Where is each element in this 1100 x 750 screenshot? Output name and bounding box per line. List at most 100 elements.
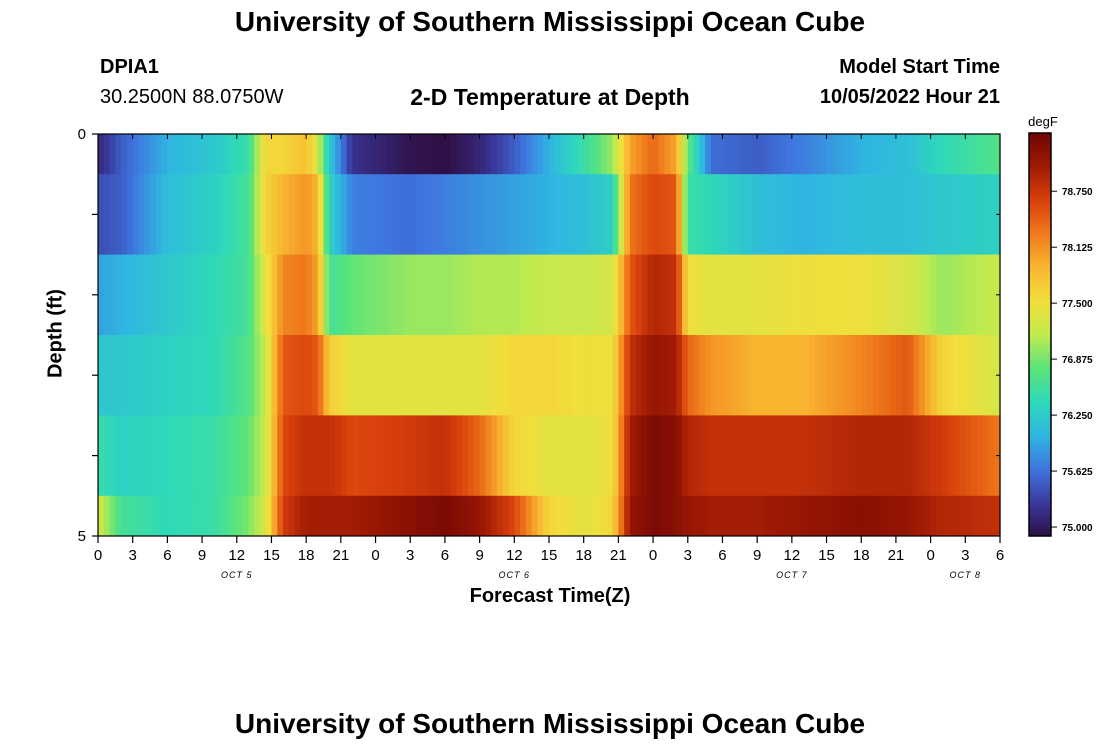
heatmap-cell xyxy=(427,174,434,255)
heatmap-cell xyxy=(202,134,209,175)
heatmap-cell xyxy=(589,495,596,537)
heatmap-cell xyxy=(826,415,833,497)
heatmap-cell xyxy=(323,134,330,175)
heatmap-cell xyxy=(126,174,134,255)
heatmap-cell xyxy=(572,415,579,497)
heatmap-cell xyxy=(872,415,880,497)
heatmap-cell xyxy=(774,174,781,255)
heatmap-cell xyxy=(358,174,365,255)
heatmap-cell xyxy=(624,174,631,255)
heatmap-cell xyxy=(456,415,463,497)
x-tick-label: 18 xyxy=(853,547,870,564)
heatmap-cell xyxy=(352,415,359,497)
heatmap-cell xyxy=(739,254,747,336)
heatmap-cell xyxy=(311,134,319,175)
heatmap-cell xyxy=(560,495,567,537)
heatmap-cell xyxy=(566,415,573,497)
heatmap-cell xyxy=(907,335,914,416)
heatmap-cell xyxy=(710,134,718,175)
y-axis-ticks: 05 xyxy=(78,126,1000,545)
heatmap-cell xyxy=(277,495,284,537)
heatmap-cell xyxy=(375,254,382,336)
heatmap-cell xyxy=(485,134,492,175)
heatmap-cell xyxy=(982,134,990,175)
heatmap-cell xyxy=(924,134,932,175)
heatmap-cell xyxy=(525,254,533,336)
heatmap-cell xyxy=(734,254,741,336)
heatmap-cell xyxy=(167,134,174,175)
heatmap-cell xyxy=(242,495,249,537)
heatmap-cell xyxy=(219,174,226,255)
heatmap-cell xyxy=(121,335,128,416)
heatmap-cell xyxy=(687,495,695,537)
heatmap-cell xyxy=(566,174,573,255)
heatmap-cell xyxy=(606,134,614,175)
heatmap-cell xyxy=(855,134,862,175)
x-tick-label: 3 xyxy=(406,547,414,564)
heatmap-cell xyxy=(791,335,799,416)
heatmap-cell xyxy=(930,495,937,537)
heatmap-cell xyxy=(878,495,885,537)
heatmap-cell xyxy=(739,134,747,175)
heatmap-cell xyxy=(878,254,885,336)
heatmap-cell xyxy=(317,254,325,336)
heatmap-cell xyxy=(658,495,666,537)
heatmap-cell xyxy=(491,174,498,255)
heatmap-cell xyxy=(398,335,406,416)
heatmap-cell xyxy=(479,335,486,416)
heatmap-cell xyxy=(398,415,406,497)
heatmap-cell xyxy=(381,134,388,175)
heatmap-cell xyxy=(762,254,770,336)
heatmap-cell xyxy=(635,415,643,497)
heatmap-cell xyxy=(254,335,261,416)
heatmap-cell xyxy=(369,134,377,175)
heatmap-cell xyxy=(867,174,874,255)
x-tick-label: 9 xyxy=(753,547,761,564)
heatmap-cell xyxy=(774,335,781,416)
heatmap-cell xyxy=(838,335,845,416)
heatmap-cell xyxy=(658,415,666,497)
heatmap-cell xyxy=(901,335,909,416)
heatmap-cell xyxy=(965,335,972,416)
heatmap-cell xyxy=(716,174,724,255)
heatmap-cell xyxy=(953,415,961,497)
heatmap-cell xyxy=(734,415,741,497)
x-axis-label: Forecast Time(Z) xyxy=(469,585,631,607)
heatmap-cell xyxy=(352,134,359,175)
heatmap-cell xyxy=(439,415,446,497)
heatmap-cell xyxy=(433,415,440,497)
heatmap-cell xyxy=(468,335,475,416)
heatmap-cell xyxy=(878,415,885,497)
heatmap-cell xyxy=(456,495,463,537)
x-tick-label: 6 xyxy=(996,547,1004,564)
heatmap-cell xyxy=(786,495,793,537)
heatmap-cell xyxy=(774,495,781,537)
heatmap-cell xyxy=(236,335,244,416)
heatmap-cell xyxy=(884,335,891,416)
heatmap-cell xyxy=(196,495,203,537)
heatmap-cell xyxy=(653,174,660,255)
x-tick-label: 3 xyxy=(961,547,969,564)
heatmap-cell xyxy=(629,415,637,497)
heatmap-cell xyxy=(207,134,215,175)
heatmap-cell xyxy=(681,335,689,416)
heatmap-cell xyxy=(618,174,625,255)
heatmap-cell xyxy=(103,335,111,416)
heatmap-cell xyxy=(572,174,579,255)
heatmap-cell xyxy=(491,134,498,175)
heatmap-cell xyxy=(589,335,596,416)
heatmap-cell xyxy=(421,335,429,416)
heatmap-cell xyxy=(653,335,660,416)
heatmap-cell xyxy=(254,495,261,537)
heatmap-cell xyxy=(230,415,238,497)
heatmap-cell xyxy=(358,134,365,175)
heatmap-cell xyxy=(150,134,157,175)
heatmap-cell xyxy=(762,134,770,175)
heatmap-cell xyxy=(236,134,244,175)
heatmap-cell xyxy=(930,335,937,416)
heatmap-cell xyxy=(780,415,787,497)
heatmap-cell xyxy=(624,254,631,336)
heatmap-cell xyxy=(346,254,354,336)
heatmap-cell xyxy=(283,254,290,336)
heatmap-cell xyxy=(716,415,724,497)
